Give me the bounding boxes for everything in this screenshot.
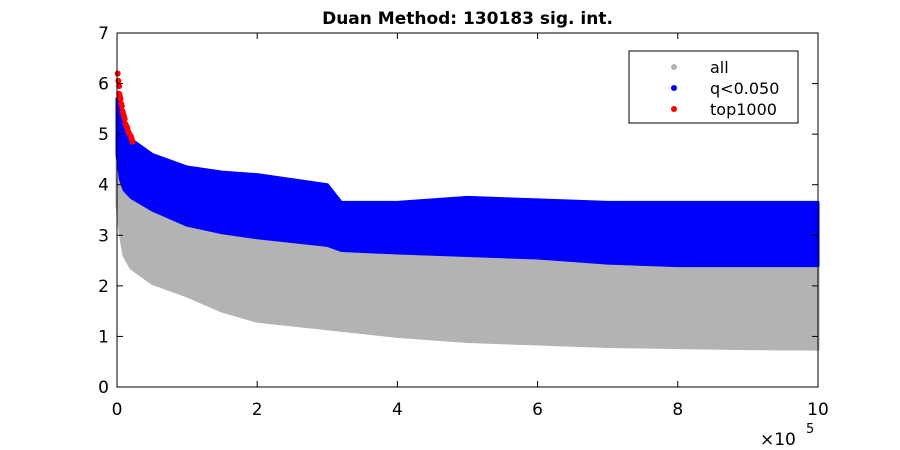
x-tick-label: 2 xyxy=(252,400,263,420)
legend: all q<0.050 top1000 xyxy=(628,50,799,124)
legend-label: all xyxy=(710,58,729,77)
y-tick-label: 3 xyxy=(98,226,109,246)
chart-title: Duan Method: 130183 sig. int. xyxy=(322,9,613,29)
y-tick-label: 5 xyxy=(98,125,109,145)
x-exponent-base: ×10 xyxy=(760,430,796,450)
axes-box xyxy=(116,32,819,388)
y-tick-label: 6 xyxy=(98,75,109,95)
legend-box xyxy=(628,50,799,124)
y-tick-label: 7 xyxy=(98,24,109,44)
x-tick-label: 0 xyxy=(112,400,123,420)
x-exponent-label: ×10 5 xyxy=(760,422,814,450)
x-tick-label: 4 xyxy=(392,400,403,420)
x-tick-label: 6 xyxy=(532,400,543,420)
series-2-point xyxy=(121,116,128,122)
x-tick-label: 10 xyxy=(807,400,829,420)
legend-label: top1000 xyxy=(710,100,777,119)
legend-marker xyxy=(671,85,677,91)
y-tick-label: 2 xyxy=(98,277,109,297)
y-tick-label: 1 xyxy=(98,327,109,347)
axis-ticks: 0 2 4 6 8 10 0 1 2 3 4 5 6 7 xyxy=(98,24,829,420)
series-2-point xyxy=(114,70,121,77)
series-2-point xyxy=(117,95,124,102)
legend-label: q<0.050 xyxy=(710,79,779,98)
series-2-point xyxy=(116,83,123,90)
series-2-point xyxy=(129,138,136,145)
y-tick-label: 0 xyxy=(98,378,109,398)
y-tick-label: 4 xyxy=(98,176,109,196)
x-exponent-power: 5 xyxy=(806,422,814,437)
series-2-point xyxy=(118,103,125,110)
x-tick-label: 8 xyxy=(672,400,683,420)
legend-marker xyxy=(671,106,677,112)
legend-marker xyxy=(671,64,677,70)
